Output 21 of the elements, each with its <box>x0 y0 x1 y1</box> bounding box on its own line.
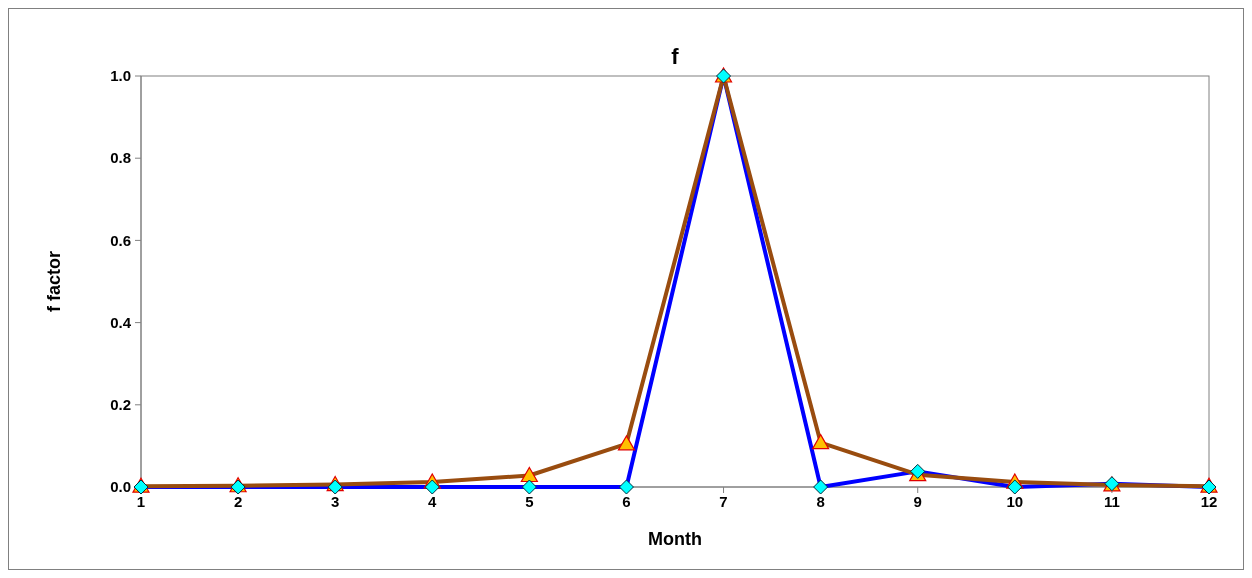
x-tick-label: 12 <box>1200 493 1218 510</box>
chart-title: f <box>671 44 680 69</box>
x-tick-label: 8 <box>816 493 825 510</box>
x-tick-label: 1 <box>136 493 146 510</box>
y-tick-label: 0.2 <box>110 396 131 414</box>
x-tick-label: 7 <box>719 493 728 510</box>
y-tick-label: 0.0 <box>110 478 131 496</box>
x-tick-label: 2 <box>233 493 243 510</box>
x-tick-label: 10 <box>1006 493 1024 510</box>
x-tick-label: 11 <box>1103 493 1120 510</box>
y-tick-label: 0.8 <box>110 149 131 167</box>
y-tick-label: 1.0 <box>110 67 131 85</box>
x-tick-label: 3 <box>331 493 340 510</box>
y-tick-label: 0.6 <box>110 231 131 249</box>
x-tick-label: 4 <box>428 493 438 510</box>
x-axis-title: Month <box>648 529 702 549</box>
x-tick-label: 6 <box>622 493 631 510</box>
y-tick-label: 0.4 <box>110 313 132 331</box>
x-tick-label: 5 <box>525 493 534 510</box>
x-tick-label: 9 <box>913 493 922 510</box>
y-axis-title: f factor <box>44 250 64 313</box>
